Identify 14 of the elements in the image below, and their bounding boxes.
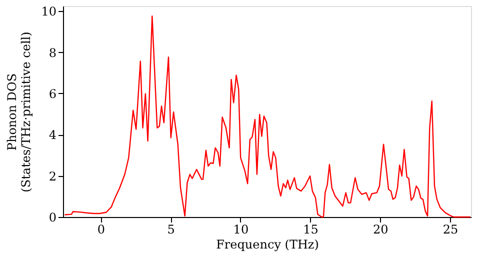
y-tick-label: 6 bbox=[48, 86, 56, 101]
y-tick-label: 8 bbox=[48, 46, 56, 60]
x-tick-label: 0 bbox=[97, 222, 106, 236]
y-axis-title: Phonon DOS (States/THz·primitive cell) bbox=[5, 32, 34, 192]
x-tick-label: 5 bbox=[167, 222, 175, 236]
y-tick-label: 2 bbox=[48, 169, 56, 184]
y-tick-label: 0 bbox=[48, 210, 56, 224]
y-tick-label: 10 bbox=[41, 4, 56, 19]
x-tick-label: 10 bbox=[233, 222, 249, 236]
x-axis-title: Frequency (THz) bbox=[216, 238, 319, 252]
y-tick-label: 4 bbox=[48, 128, 57, 142]
x-tick-label: 20 bbox=[373, 222, 388, 236]
x-tick-label: 15 bbox=[303, 222, 318, 236]
x-tick-label: 25 bbox=[442, 222, 458, 236]
